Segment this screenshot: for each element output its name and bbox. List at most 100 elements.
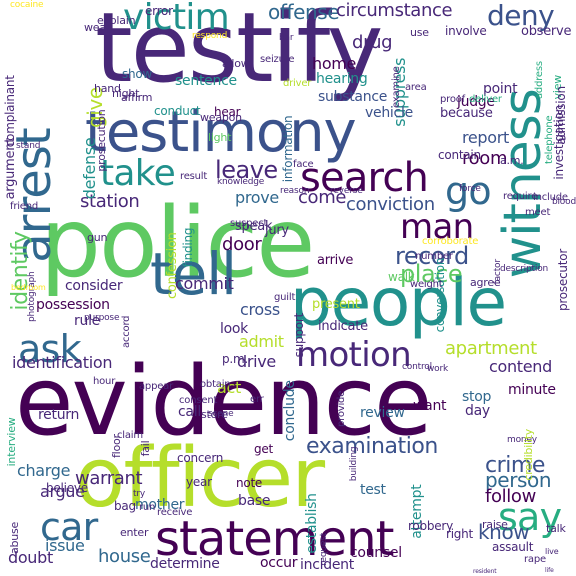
word-examine: examine [391, 66, 402, 108]
word-assault: assault [492, 540, 534, 554]
word-day: day [465, 403, 490, 419]
word-charge: charge [17, 461, 71, 480]
word-man: man [400, 207, 474, 247]
word-cross: cross [240, 300, 280, 319]
word-support: support [292, 312, 306, 358]
word-drug: drug [352, 32, 393, 53]
word-testimony: testimony [85, 100, 357, 165]
word-weight: weight [410, 279, 443, 290]
word-finding: finding [181, 227, 195, 268]
word-description: description [500, 264, 549, 274]
word-cocaine: cocaine [10, 0, 44, 10]
word-receive: receive [157, 507, 193, 518]
word-testify: testify [95, 0, 383, 104]
word-proof: proof [440, 94, 465, 105]
word-station: station [80, 191, 140, 212]
word-seizure: seizure [260, 54, 295, 65]
word-purpose: purpose [84, 313, 120, 323]
word-house: house [98, 546, 151, 567]
word-walk: walk [388, 270, 415, 284]
word-admit: admit [239, 332, 284, 351]
word-gun: gun [87, 231, 108, 244]
word-conclude: conclude [282, 380, 298, 442]
word-raise: raise [482, 518, 508, 531]
word-store: store [201, 408, 228, 421]
word-person: person [485, 468, 552, 492]
word-mother: mother [135, 497, 185, 513]
word-home: home [312, 54, 357, 73]
word-follow: follow [485, 486, 536, 507]
word-admission: admission [554, 86, 568, 145]
word-include: include [533, 192, 568, 203]
word-bag: bag [114, 499, 136, 513]
word-use: use [410, 26, 429, 39]
word-evidence: evidence [15, 347, 432, 457]
word-occur: occur [260, 555, 298, 571]
word-statement: statement [155, 511, 394, 567]
word-counsel: counsel [350, 545, 402, 561]
word-bedroom: bedroom [11, 283, 46, 292]
word-light: light [208, 131, 232, 144]
word-place: place [400, 260, 463, 288]
word-consider: consider [65, 278, 123, 294]
word-robbery: robbery [408, 519, 453, 533]
word-bar: bar [279, 33, 294, 43]
word-allow: allow [222, 57, 250, 70]
word-know: know [478, 520, 530, 544]
word-take: take [100, 153, 176, 194]
word-accord: accord [121, 315, 132, 348]
word-involve: involve [445, 24, 487, 38]
word-prosecution: prosecution [95, 109, 108, 172]
word-obtain: obtain [200, 379, 231, 390]
word-reason: reason [280, 186, 310, 196]
word-apartment: apartment [445, 338, 537, 359]
word-abuse: abuse [8, 521, 21, 554]
word-information: information [281, 115, 295, 183]
word-work: work [427, 364, 449, 374]
word-complainant: complainant [3, 75, 17, 148]
word-judge: judge [457, 94, 495, 110]
word-arrive: arrive [317, 253, 354, 268]
word-wear: wear [84, 21, 111, 34]
word-examination: examination [306, 434, 438, 459]
word-report: report [462, 128, 509, 147]
word-require: require [503, 191, 538, 202]
word-circumstance: circumstance [336, 0, 453, 21]
word-doubt: doubt [8, 548, 53, 567]
word-respond: respond [192, 31, 228, 41]
word-meet: meet [525, 207, 551, 218]
word-go: go [445, 169, 492, 213]
word-building: building [349, 446, 359, 482]
word-affirm: affirm [121, 91, 153, 104]
word-guilt: guilt [274, 292, 296, 303]
word-blood: blood [551, 197, 576, 207]
word-agree: agree [470, 276, 501, 289]
word-deliver: deliver [469, 94, 502, 105]
word-substance: substance [318, 89, 388, 105]
word-reverse: reverse [330, 186, 363, 196]
word-offense: offense [268, 0, 340, 24]
word-money: money [507, 435, 537, 445]
word-provide: provide [336, 390, 347, 427]
word-address: address [534, 61, 545, 99]
word-hearing: hearing [316, 71, 368, 87]
word-request: request [319, 532, 329, 566]
word-jury: jury [265, 223, 289, 238]
word-photograph: photograph [27, 271, 37, 322]
word-people: people [290, 264, 507, 341]
word-result: result [180, 171, 208, 182]
word-err: err [250, 394, 264, 405]
word-conviction: conviction [346, 194, 435, 215]
word-conversation: conversation [433, 257, 447, 333]
word-determine: determine [150, 556, 220, 572]
word-hear: hear [214, 105, 241, 119]
word-rape: rape [524, 554, 546, 565]
word-police: police [40, 187, 315, 299]
word-incident: incident [300, 557, 354, 573]
word-identification: identification [12, 353, 113, 372]
word-note: note [236, 476, 263, 490]
word-get: get [254, 442, 273, 456]
word-resident: resident [473, 568, 497, 575]
word-possession: possession [36, 297, 110, 313]
